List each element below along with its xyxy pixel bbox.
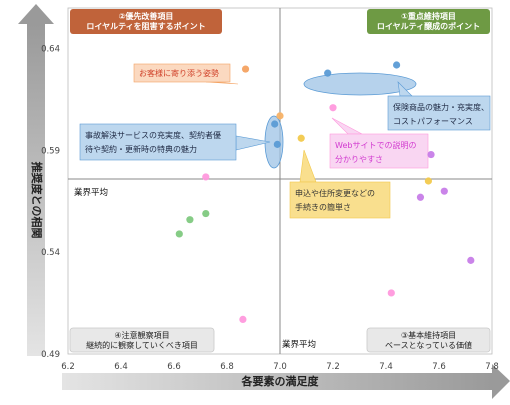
annotation-web: Webサイトでの説明の分かりやすさ: [329, 117, 429, 169]
x-tick-label: 7.6: [432, 362, 446, 372]
data-point: [324, 69, 332, 77]
y-tick-label: 0.59: [41, 146, 60, 156]
data-point: [186, 216, 194, 224]
annotation-service: お客様に寄り添う姿勢: [133, 63, 239, 85]
annotation-procedure: 申込や住所変更などの手続きの簡単さ: [289, 149, 391, 219]
annotation-text: お客様に寄り添う姿勢: [139, 68, 219, 78]
x-axis-arrow: [62, 364, 510, 399]
y-tick-label: 0.64: [41, 45, 60, 55]
data-point: [239, 315, 247, 323]
quadrant-subtitle: ベースとなっている価値: [385, 340, 472, 350]
quadrant-title: 注意観察項目: [122, 330, 170, 340]
data-point: [202, 209, 210, 218]
x-tick-label: 7.4: [379, 362, 393, 372]
data-point: [202, 173, 210, 181]
data-point: [297, 134, 305, 142]
y-tick-label: 0.49: [41, 350, 60, 360]
quadrant-title: 優先改善項目: [124, 11, 173, 21]
data-point: [241, 65, 250, 73]
data-point: [273, 140, 281, 148]
annotation-text: 保険商品の魅力・充実度、コストパフォーマンス: [393, 102, 489, 126]
x-tick-label: 7.2: [326, 362, 340, 372]
x-tick-label: 6.2: [61, 362, 75, 372]
svg-text:②優先改善項目: ②優先改善項目: [119, 11, 174, 21]
data-point: [393, 61, 401, 69]
annotation-text: 事故解決サービスの充実度、契約者優待や契約・更新時の特典の魅力: [85, 130, 221, 154]
quadrant-title: 基本維持項目: [408, 330, 456, 340]
quadrant-number: ②: [119, 12, 126, 21]
quadrant-subtitle: ロイヤルティ醸成のポイント: [377, 21, 480, 31]
data-point: [416, 193, 425, 201]
data-point: [467, 256, 475, 264]
svg-text:③基本維持項目: ③基本維持項目: [401, 330, 456, 340]
quadrant-number: ④: [114, 331, 121, 340]
data-point: [387, 289, 395, 297]
y-axis-arrow: [18, 4, 54, 356]
quadrant-number: ①: [401, 12, 408, 21]
x-tick-label: 6.4: [114, 362, 128, 372]
quadrant-number: ③: [401, 331, 408, 340]
quadrant-subtitle: 継続的に観察していくべき項目: [86, 340, 198, 350]
data-point: [329, 104, 337, 112]
x-tick-label: 6.6: [167, 362, 181, 372]
data-point: [271, 120, 279, 128]
x-axis-label: 各要素の満足度: [241, 374, 320, 388]
data-point: [424, 177, 432, 185]
svg-text:④注意観察項目: ④注意観察項目: [114, 330, 169, 340]
annotation-claims: 事故解決サービスの充実度、契約者優待や契約・更新時の特典の魅力: [79, 123, 271, 161]
annotation-product: 保険商品の魅力・充実度、コストパフォーマンス: [387, 81, 491, 131]
x-tick-label: 7.0: [273, 362, 287, 372]
y-tick-label: 0.54: [41, 248, 60, 258]
annotation-text: Webサイトでの説明の分かりやすさ: [335, 140, 416, 164]
data-point: [440, 187, 448, 195]
svg-text:①重点維持項目: ①重点維持項目: [401, 11, 456, 21]
average-label-y: 業界平均: [74, 187, 108, 198]
data-point: [427, 150, 435, 159]
x-tick-label: 7.8: [485, 362, 499, 372]
quadrant-title: 重点維持項目: [408, 11, 456, 21]
data-point: [276, 112, 284, 120]
data-point: [175, 230, 183, 238]
average-label-x: 業界平均: [282, 339, 316, 350]
x-tick-label: 6.8: [220, 362, 234, 372]
highlight-ellipse: [303, 72, 417, 96]
annotation-text: 申込や住所変更などの手続きの簡単さ: [295, 188, 375, 212]
quadrant-subtitle: ロイヤルティを阻害するポイント: [86, 21, 205, 31]
y-axis-label: 推奨度との相関: [30, 162, 44, 239]
